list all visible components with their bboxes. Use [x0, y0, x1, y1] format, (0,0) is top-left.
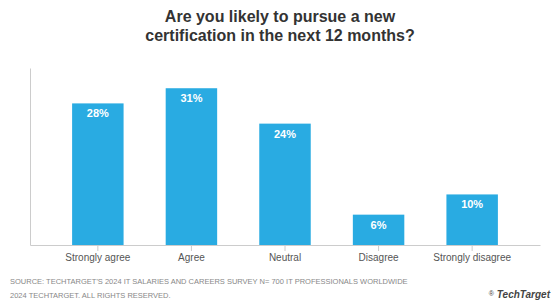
- bar: [259, 124, 310, 245]
- tick-label: Strongly agree: [65, 252, 130, 263]
- annotation: SOURCE: TECHTARGET'S 2024 IT SALARIES AN…: [10, 277, 408, 286]
- tick-mark: [472, 245, 473, 251]
- annotation: ®: [489, 290, 495, 297]
- tick-mark: [97, 245, 98, 251]
- tick-mark: [191, 245, 192, 251]
- axis-line: [30, 69, 31, 246]
- tick-mark: [285, 245, 286, 251]
- bar: [72, 103, 123, 245]
- footer: SOURCE: TECHTARGET'S 2024 IT SALARIES AN…: [10, 277, 551, 300]
- data-label: 28%: [87, 107, 109, 119]
- data-label: 6%: [371, 219, 387, 231]
- tick: Disagree: [359, 245, 399, 263]
- data-label: 24%: [274, 128, 296, 140]
- bar: [353, 215, 404, 245]
- tick-label: Agree: [178, 252, 205, 263]
- title: Are you likely to pursue a newcertificat…: [145, 8, 414, 44]
- bars: [72, 88, 498, 245]
- tick-label: Neutral: [269, 252, 301, 263]
- logo: TechTarget: [497, 289, 551, 300]
- annotation: 2024 TECHTARGET. ALL RIGHTS RESERVED.: [10, 291, 171, 300]
- data-label: 31%: [180, 92, 202, 104]
- data-label: 10%: [461, 198, 483, 210]
- chart: Are you likely to pursue a newcertificat…: [0, 0, 560, 305]
- y-axis: [30, 69, 31, 246]
- x-axis: Strongly agree Agree Neutral Disagree Strong…: [31, 245, 541, 263]
- tick-mark: [378, 245, 379, 251]
- data-labels: 28% 31% 24% 6% 10%: [87, 92, 484, 230]
- tick: Neutral: [269, 245, 301, 263]
- tick-label: Strongly disagree: [433, 252, 511, 263]
- plot: Strongly agree Agree Neutral Disagree Strong…: [31, 69, 541, 264]
- bar: [446, 194, 497, 245]
- bar: [166, 88, 217, 245]
- tick-label: Disagree: [359, 252, 399, 263]
- tick: Agree: [178, 245, 205, 263]
- tick: Strongly agree: [65, 245, 130, 263]
- tick: Strongly disagree: [433, 245, 511, 263]
